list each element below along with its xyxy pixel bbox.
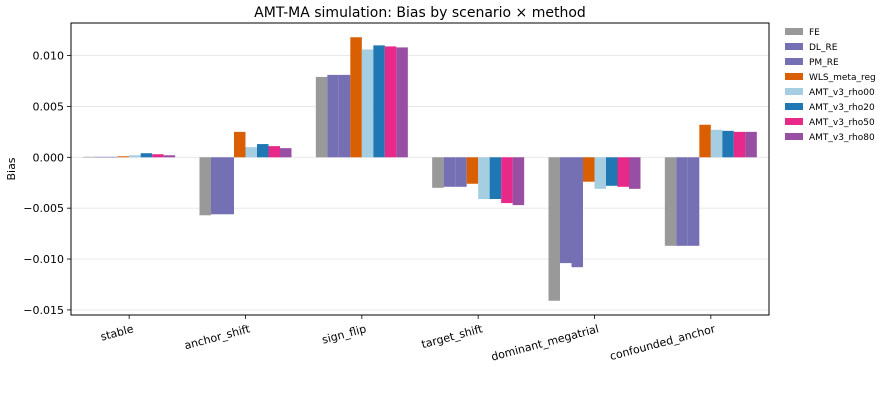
- bar-anchor_shift-AMT_v3_rho50: [268, 146, 280, 158]
- legend-label: WLS_meta_reg: [809, 73, 876, 83]
- bar-anchor_shift-AMT_v3_rho80: [280, 148, 292, 158]
- y-tick-label: 0.000: [33, 151, 65, 164]
- legend-swatch-AMT_v3_rho50: [785, 118, 803, 125]
- bar-stable-AMT_v3_rho20: [140, 153, 153, 158]
- bar-dominant_megatrial-PM_RE: [571, 157, 583, 268]
- bar-dominant_megatrial-AMT_v3_rho50: [617, 157, 629, 187]
- bar-target_shift-AMT_v3_rho00: [478, 157, 490, 200]
- legend-swatch-AMT_v3_rho00: [785, 88, 803, 95]
- legend-swatch-AMT_v3_rho20: [785, 103, 803, 110]
- legend-label: DL_RE: [809, 43, 838, 53]
- bar-sign_flip-AMT_v3_rho00: [361, 49, 374, 158]
- bar-sign_flip-AMT_v3_rho50: [384, 46, 397, 158]
- y-tick-label: 0.005: [33, 100, 65, 113]
- bar-target_shift-AMT_v3_rho20: [489, 157, 502, 200]
- y-tick-label: 0.010: [33, 50, 65, 63]
- bar-target_shift-AMT_v3_rho50: [501, 157, 513, 204]
- bar-anchor_shift-PM_RE: [222, 157, 234, 215]
- y-tick-label: −0.005: [23, 202, 64, 215]
- bar-stable-PM_RE: [106, 156, 118, 158]
- bar-confounded_anchor-AMT_v3_rho50: [733, 131, 746, 158]
- bar-dominant_megatrial-AMT_v3_rho80: [629, 157, 641, 189]
- bar-confounded_anchor-FE: [664, 157, 677, 246]
- bars: [83, 37, 757, 301]
- x-tick-label: dominant_megatrial: [490, 322, 600, 363]
- bar-sign_flip-AMT_v3_rho80: [396, 47, 408, 158]
- x-tick-label: sign_flip: [321, 322, 368, 346]
- bar-sign_flip-FE: [315, 76, 328, 158]
- bar-dominant_megatrial-AMT_v3_rho00: [594, 157, 606, 189]
- x-tick-label: stable: [99, 322, 135, 343]
- legend-label: AMT_v3_rho80: [809, 133, 875, 143]
- x-axis-ticks: stable anchor_shift sign_flip target_shift d…: [99, 315, 717, 364]
- y-tick-label: −0.010: [23, 253, 64, 266]
- x-tick-label: confounded_anchor: [608, 322, 717, 363]
- bar-stable-AMT_v3_rho50: [152, 154, 164, 158]
- legend: FE DL_RE PM_RE WLS_meta_reg AMT_v3_rho00 AMT_…: [785, 28, 876, 143]
- bar-stable-DL_RE: [94, 156, 107, 158]
- bar-confounded_anchor-DL_RE: [676, 157, 688, 246]
- legend-label: PM_RE: [809, 58, 839, 68]
- bar-dominant_megatrial-FE: [548, 157, 560, 301]
- bar-anchor_shift-FE: [199, 157, 211, 216]
- bar-sign_flip-PM_RE: [338, 74, 351, 158]
- bar-stable-AMT_v3_rho80: [163, 155, 176, 158]
- x-tick-label: anchor_shift: [183, 322, 252, 352]
- bar-anchor_shift-DL_RE: [211, 157, 223, 215]
- bar-anchor_shift-AMT_v3_rho00: [245, 147, 257, 158]
- bar-stable-AMT_v3_rho00: [129, 155, 141, 158]
- y-axis-label: Bias: [5, 157, 18, 180]
- y-axis-ticks: 0.010 0.005 0.000 −0.005 −0.010 −0.015: [23, 50, 71, 317]
- legend-swatch-FE: [785, 28, 803, 35]
- bar-dominant_megatrial-WLS_meta_reg: [583, 157, 595, 182]
- bar-sign_flip-WLS_meta_reg: [350, 37, 362, 158]
- legend-swatch-WLS_meta_reg: [785, 73, 803, 80]
- x-tick-label: target_shift: [420, 322, 485, 351]
- legend-swatch-PM_RE: [785, 58, 803, 65]
- bar-sign_flip-AMT_v3_rho20: [373, 45, 385, 158]
- bar-confounded_anchor-AMT_v3_rho00: [710, 129, 723, 158]
- legend-label: AMT_v3_rho50: [809, 118, 875, 128]
- bar-dominant_megatrial-AMT_v3_rho20: [606, 157, 618, 186]
- legend-label: AMT_v3_rho20: [809, 103, 875, 113]
- legend-swatch-AMT_v3_rho80: [785, 133, 803, 140]
- legend-swatch-DL_RE: [785, 43, 803, 50]
- y-tick-label: −0.015: [23, 304, 64, 317]
- plot-frame: [70, 22, 770, 316]
- legend-label: AMT_v3_rho00: [809, 88, 875, 98]
- bar-confounded_anchor-AMT_v3_rho80: [745, 131, 757, 158]
- bar-target_shift-FE: [432, 157, 444, 188]
- chart-title: AMT-MA simulation: Bias by scenario × me…: [254, 5, 586, 21]
- bar-target_shift-AMT_v3_rho80: [512, 157, 525, 206]
- bar-target_shift-DL_RE: [443, 157, 456, 187]
- grid-lines: [71, 55, 769, 311]
- bar-confounded_anchor-WLS_meta_reg: [699, 124, 711, 158]
- bar-anchor_shift-AMT_v3_rho20: [257, 144, 269, 158]
- bar-anchor_shift-WLS_meta_reg: [234, 131, 246, 158]
- bar-target_shift-PM_RE: [455, 157, 467, 187]
- bar-sign_flip-DL_RE: [327, 74, 339, 158]
- bar-stable-FE: [83, 156, 95, 158]
- bar-dominant_megatrial-DL_RE: [560, 157, 572, 264]
- bar-target_shift-WLS_meta_reg: [466, 157, 479, 184]
- bar-confounded_anchor-AMT_v3_rho20: [722, 130, 734, 158]
- bar-stable-WLS_meta_reg: [117, 156, 130, 158]
- legend-label: FE: [809, 28, 820, 38]
- bar-confounded_anchor-PM_RE: [687, 157, 700, 246]
